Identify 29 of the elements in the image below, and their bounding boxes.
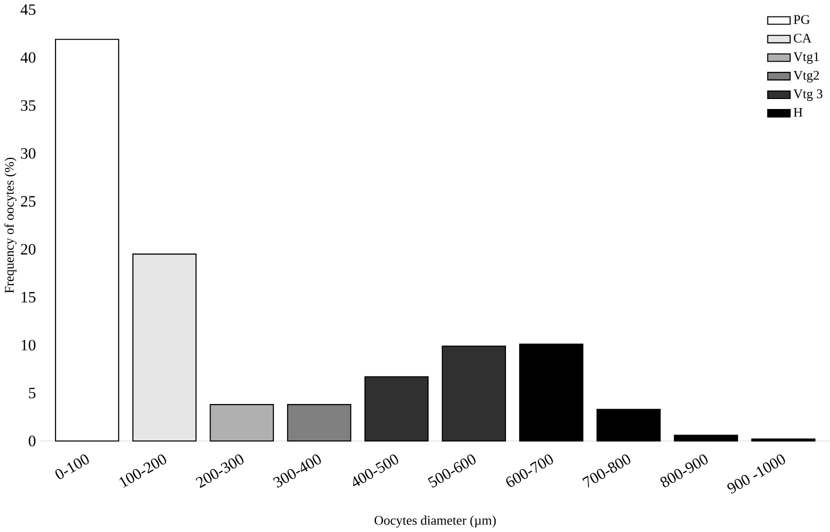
legend-label: Vtg1 <box>793 52 819 64</box>
bar <box>519 344 584 442</box>
y-tick-label: 25 <box>20 196 36 207</box>
bar <box>596 408 661 442</box>
x-tick-label: 900 -1000 <box>727 454 786 494</box>
y-tick-label: 30 <box>21 148 36 159</box>
y-axis-title: Frequency of oocytes (%) <box>4 158 16 294</box>
legend-label: H <box>794 108 802 117</box>
y-tick-label: 20 <box>20 244 36 255</box>
legend-label: Vtg2 <box>793 70 819 82</box>
x-axis-title: Oocytes diameter (µm) <box>374 516 496 528</box>
y-tick-label: 10 <box>22 340 36 351</box>
bar <box>364 376 429 442</box>
x-tick-label: 0-100 <box>55 454 89 480</box>
legend-label: Vtg 3 <box>793 89 822 102</box>
y-tick-label: 15 <box>22 292 36 303</box>
bar <box>55 38 120 442</box>
bar <box>132 254 197 442</box>
y-tick-label: 40 <box>20 52 36 63</box>
legend-label: PG <box>794 15 810 24</box>
bar <box>210 404 274 442</box>
y-tick-label: 45 <box>20 4 36 15</box>
y-tick-label: 35 <box>21 100 36 111</box>
bar <box>442 346 506 442</box>
y-tick-label: 5 <box>29 388 36 398</box>
legend-label: CA <box>794 34 812 43</box>
bar <box>674 434 738 442</box>
y-tick-label: 0 <box>28 436 36 446</box>
bar <box>287 404 352 442</box>
